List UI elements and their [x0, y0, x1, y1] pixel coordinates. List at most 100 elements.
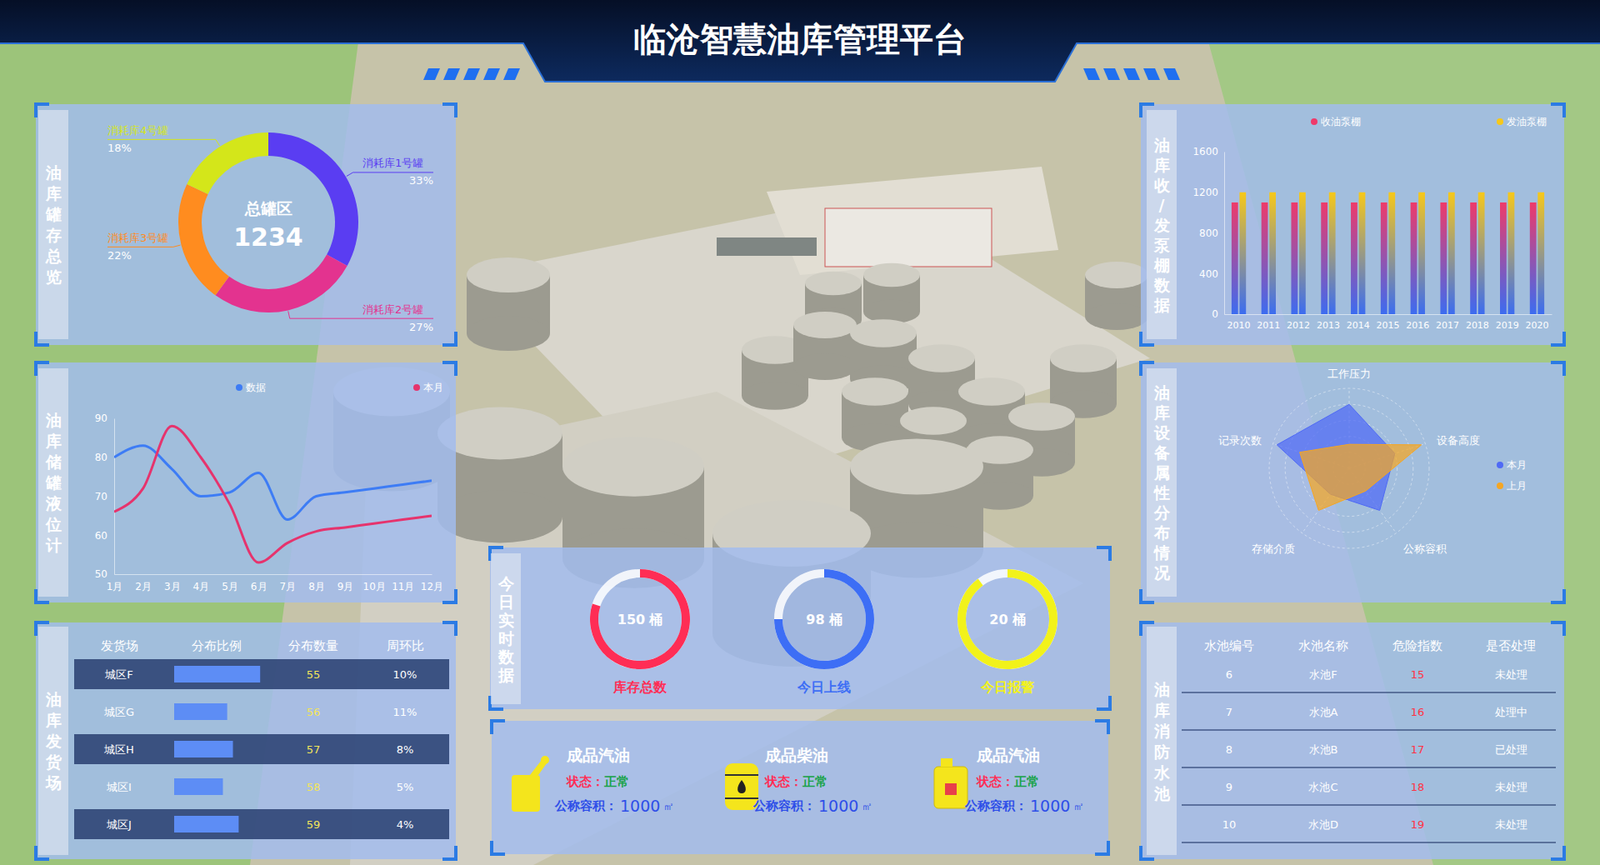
plot — [1231, 192, 1545, 315]
radar-ring — [1269, 388, 1430, 549]
bar — [1478, 192, 1485, 315]
tick: 2018 — [1465, 314, 1490, 331]
donut-slice — [178, 184, 230, 295]
radar-axis-label: 设备高度 — [1436, 434, 1480, 447]
series-line — [114, 425, 432, 563]
bar — [1299, 192, 1306, 315]
title-char: 库 — [45, 184, 62, 203]
column-header: 发货场 — [100, 638, 139, 654]
title-char: 时 — [498, 629, 515, 648]
tick-label: 8月 — [308, 580, 325, 593]
legend: 本月上月 — [1496, 459, 1527, 492]
tick: 10月 — [363, 574, 386, 593]
product-name: 成品汽油 — [565, 745, 630, 765]
scene-area — [766, 166, 1059, 275]
tank-top — [1050, 344, 1117, 373]
title-char: 数 — [497, 647, 515, 666]
bar — [1261, 202, 1269, 315]
tick-label: 5月 — [221, 580, 239, 593]
y-axis: 5060708090 — [95, 412, 115, 580]
icon-part — [940, 758, 953, 767]
bar — [1359, 192, 1366, 315]
tank-top — [793, 311, 857, 339]
capacity-label: 公称容积： — [554, 798, 618, 814]
tick-label: 2017 — [1435, 320, 1460, 331]
tick-label: 2013 — [1316, 320, 1340, 331]
panel-shipping: 油库发货场发货场分布比例分布数量周环比城区F5510%城区G5611%城区H57… — [35, 622, 456, 860]
tick: 2016 — [1405, 314, 1430, 331]
unit: 桶 — [648, 611, 663, 628]
table-row: 城区F5510% — [74, 659, 450, 690]
title-char: 属 — [1153, 463, 1170, 482]
tick-label: 2014 — [1346, 320, 1370, 331]
gauge-label: 今日报警 — [980, 679, 1035, 695]
radar-axis-label: 公称容积 — [1403, 542, 1447, 555]
title-char: 消 — [1153, 721, 1170, 740]
title-strip — [38, 110, 69, 340]
bar — [1410, 202, 1418, 315]
title-char: 设 — [1153, 423, 1171, 442]
gauge-arc — [957, 569, 1058, 670]
tick: 1月 — [106, 574, 124, 593]
title-strip — [1146, 110, 1177, 340]
gauge-arc — [590, 569, 690, 670]
column-header: 水池名称 — [1298, 638, 1349, 654]
tank-base — [466, 315, 550, 351]
scene-building — [825, 208, 992, 267]
series-line — [114, 445, 432, 520]
bar — [1500, 202, 1507, 315]
legend-marker — [1496, 461, 1504, 469]
tick: 2020 — [1525, 314, 1549, 331]
panel-bg — [35, 622, 456, 860]
table-row: 城区J594% — [74, 809, 450, 840]
column-header: 分布数量 — [288, 638, 339, 654]
tick: 50 — [95, 568, 115, 580]
radar-axis-label: 工作压力 — [1327, 367, 1371, 380]
panel-corners — [1140, 622, 1565, 860]
bar — [1388, 192, 1395, 315]
cell: 水池D — [1308, 818, 1339, 831]
tick-label: 1600 — [1192, 145, 1219, 158]
title-char: 总 — [45, 246, 62, 265]
legend-item: 收油泵棚 — [1310, 115, 1361, 128]
cell: 未处理 — [1495, 668, 1528, 681]
tick: 8月 — [308, 574, 325, 593]
panel-level: 油库储罐液位计50607080901月2月3月4月5月6月7月8月9月10月11… — [35, 362, 456, 603]
panel-corners — [491, 720, 1109, 855]
row-bg — [74, 659, 450, 690]
data-label: 27% — [409, 320, 434, 334]
tick-label: 400 — [1199, 268, 1219, 280]
title-char: 油 — [45, 410, 62, 430]
cell: 未处理 — [1495, 818, 1528, 831]
gauge: 20桶今日报警 — [957, 569, 1058, 695]
capacity-unit: ㎡ — [1073, 800, 1085, 813]
radar-area — [1300, 444, 1422, 510]
title-char: 库 — [1153, 403, 1170, 422]
product-icon — [934, 758, 968, 809]
panel-tank-overview: 油库罐存总览消耗库1号罐33%消耗库2号罐27%消耗库3号罐22%消耗库4号罐1… — [35, 104, 456, 345]
legend-item: 本月 — [413, 381, 444, 394]
title-char: 收 — [1154, 175, 1171, 195]
tank-top — [850, 438, 984, 495]
gauge-label: 库存总数 — [612, 679, 668, 695]
panel-title: 油库罐存总览 — [45, 163, 62, 286]
data-label: 22% — [107, 249, 132, 262]
legend-marker — [235, 384, 243, 391]
column-header: 分布比例 — [191, 638, 242, 654]
tick-label: 50 — [95, 568, 108, 580]
gauge-value: 20桶 — [989, 611, 1025, 628]
icon-part — [737, 780, 746, 794]
capacity-label: 公称容积： — [964, 798, 1028, 814]
slice-name: 消耗库4号罐 — [107, 124, 169, 137]
header-stripe — [1163, 68, 1180, 80]
tank-base — [741, 381, 809, 410]
tick: 800 — [1199, 227, 1225, 240]
legend-label: 本月 — [1506, 459, 1527, 471]
panel-title: 今日实时数据 — [497, 574, 515, 685]
title-char: 防 — [1154, 742, 1170, 761]
icon-part — [945, 783, 957, 795]
product-status: 状态：正常 — [975, 774, 1040, 790]
product-name: 成品柴油 — [764, 745, 829, 765]
cell: 处理中 — [1495, 705, 1528, 719]
title-char: 库 — [45, 431, 62, 450]
